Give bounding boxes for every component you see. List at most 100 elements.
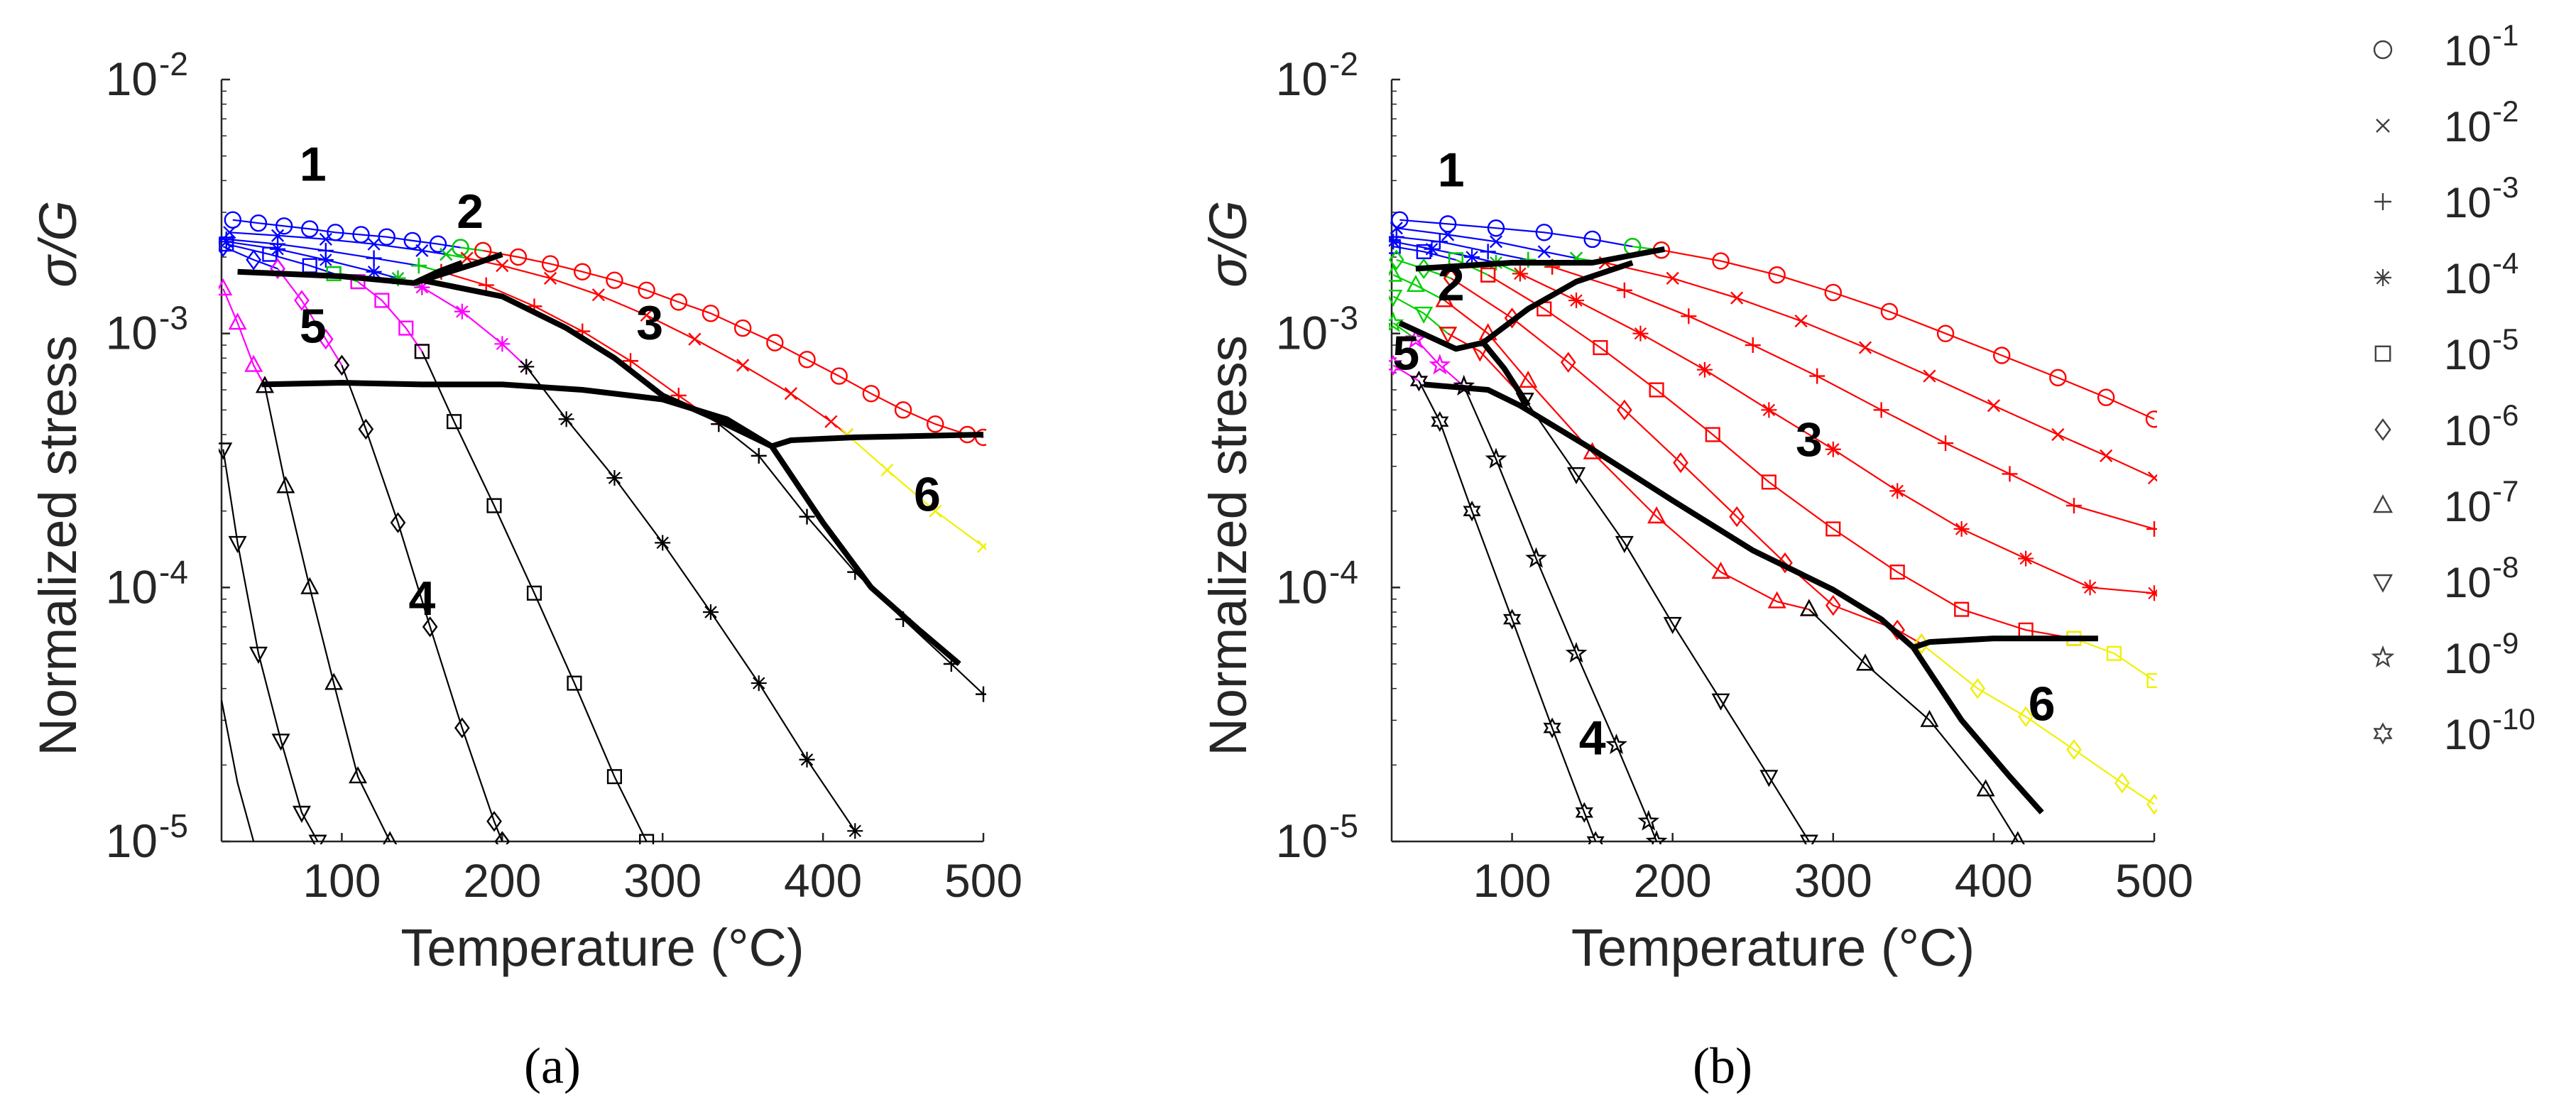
y-tick-label: 10 [106, 560, 158, 613]
data-point [374, 293, 390, 308]
data-point [486, 498, 502, 513]
data-point [1439, 215, 1457, 233]
data-point [398, 320, 414, 336]
data-point [2018, 706, 2034, 727]
data-point [927, 415, 944, 433]
data-point [1519, 370, 1538, 388]
data-point [1825, 441, 1841, 457]
y-axis-symbol: σ/G [28, 200, 87, 288]
data-point [736, 359, 750, 372]
data-point [1938, 435, 1954, 452]
data-point [276, 476, 295, 494]
data-point [1560, 351, 1576, 373]
y-tick-label: 10 [106, 814, 158, 867]
data-point [244, 354, 263, 372]
data-point [862, 385, 880, 403]
data-point [454, 303, 470, 320]
data-point [1745, 337, 1761, 354]
regime-boundary [1912, 636, 2098, 650]
data-point [543, 271, 557, 285]
series-line [1392, 364, 1419, 382]
data-point [1992, 347, 2011, 364]
legend-marker-plus [2374, 193, 2391, 210]
data-point [1515, 393, 1534, 410]
legend-entry: 10 -8 [2372, 550, 2518, 606]
region-label: 5 [300, 300, 327, 354]
x-axis-label: Temperature (°C) [400, 918, 804, 977]
region-label: 5 [1392, 327, 1419, 381]
data-point [249, 214, 268, 232]
data-point [390, 512, 406, 533]
data-point [422, 616, 438, 638]
legend-entry: 10 -3 [2374, 170, 2518, 227]
data-point [414, 279, 430, 295]
y-tick-label: 10 [106, 307, 158, 359]
series-line [222, 246, 278, 270]
data-point [1543, 717, 1561, 738]
data-point [606, 769, 622, 785]
data-point [1406, 274, 1425, 293]
data-point [1954, 601, 1970, 617]
data-point [1729, 506, 1745, 528]
data-point [1463, 501, 1481, 522]
data-point [2146, 794, 2157, 815]
series-line [1393, 246, 1456, 261]
region-label: 3 [1796, 413, 1823, 467]
x-tick-label: 500 [944, 854, 1022, 907]
data-point [2146, 672, 2157, 688]
data-point [1389, 289, 1403, 307]
data-point [1535, 224, 1554, 241]
data-point [1825, 594, 1841, 616]
data-point [2147, 471, 2157, 485]
panel-caption: (b) [1693, 1037, 1752, 1094]
data-point [541, 255, 560, 273]
data-point [410, 258, 427, 274]
data-point [249, 646, 268, 664]
data-point [509, 248, 528, 266]
y-tick-exponent: -4 [1329, 553, 1358, 590]
data-point [378, 228, 395, 246]
data-point [334, 354, 350, 376]
plot-area [1389, 211, 2157, 844]
legend-exponent: -5 [2492, 322, 2518, 356]
data-point [1464, 249, 1480, 265]
series-line [1921, 643, 2155, 805]
data-point [976, 686, 986, 702]
legend-label: 10 [2444, 331, 2492, 378]
data-point [494, 831, 511, 844]
data-point [1645, 829, 1668, 844]
legend-marker-diamond [2374, 418, 2391, 441]
data-point [1794, 314, 1808, 328]
data-point [1389, 264, 1403, 282]
data-point [1480, 244, 1496, 260]
data-point [1632, 325, 1649, 342]
data-point [1390, 222, 1403, 235]
legend-label: 10 [2444, 407, 2492, 454]
x-tick-label: 400 [784, 854, 862, 907]
series-10e-9 [1389, 311, 1668, 844]
data-point [494, 336, 511, 352]
data-point [1485, 447, 1507, 469]
data-point [606, 470, 623, 486]
series-line [226, 243, 334, 275]
series-line [357, 280, 423, 352]
legend-exponent: -1 [2492, 18, 2518, 52]
y-axis-symbol: σ/G [1199, 200, 1257, 288]
data-point [271, 229, 285, 242]
series-line [1451, 277, 1922, 645]
data-point [292, 805, 311, 823]
data-point [1583, 230, 1601, 249]
regime-boundary [261, 380, 773, 449]
legend-entry: 10 -4 [2374, 246, 2518, 302]
data-point [383, 831, 398, 844]
region-label: 6 [914, 468, 941, 522]
legend-label: 10 [2444, 255, 2492, 302]
data-point [733, 319, 752, 337]
series-10e-7 [1389, 264, 2025, 844]
y-tick-exponent: -5 [159, 807, 188, 844]
series-line [1808, 609, 2019, 842]
data-point [623, 353, 639, 369]
series-line [263, 386, 391, 842]
data-point [702, 604, 719, 620]
